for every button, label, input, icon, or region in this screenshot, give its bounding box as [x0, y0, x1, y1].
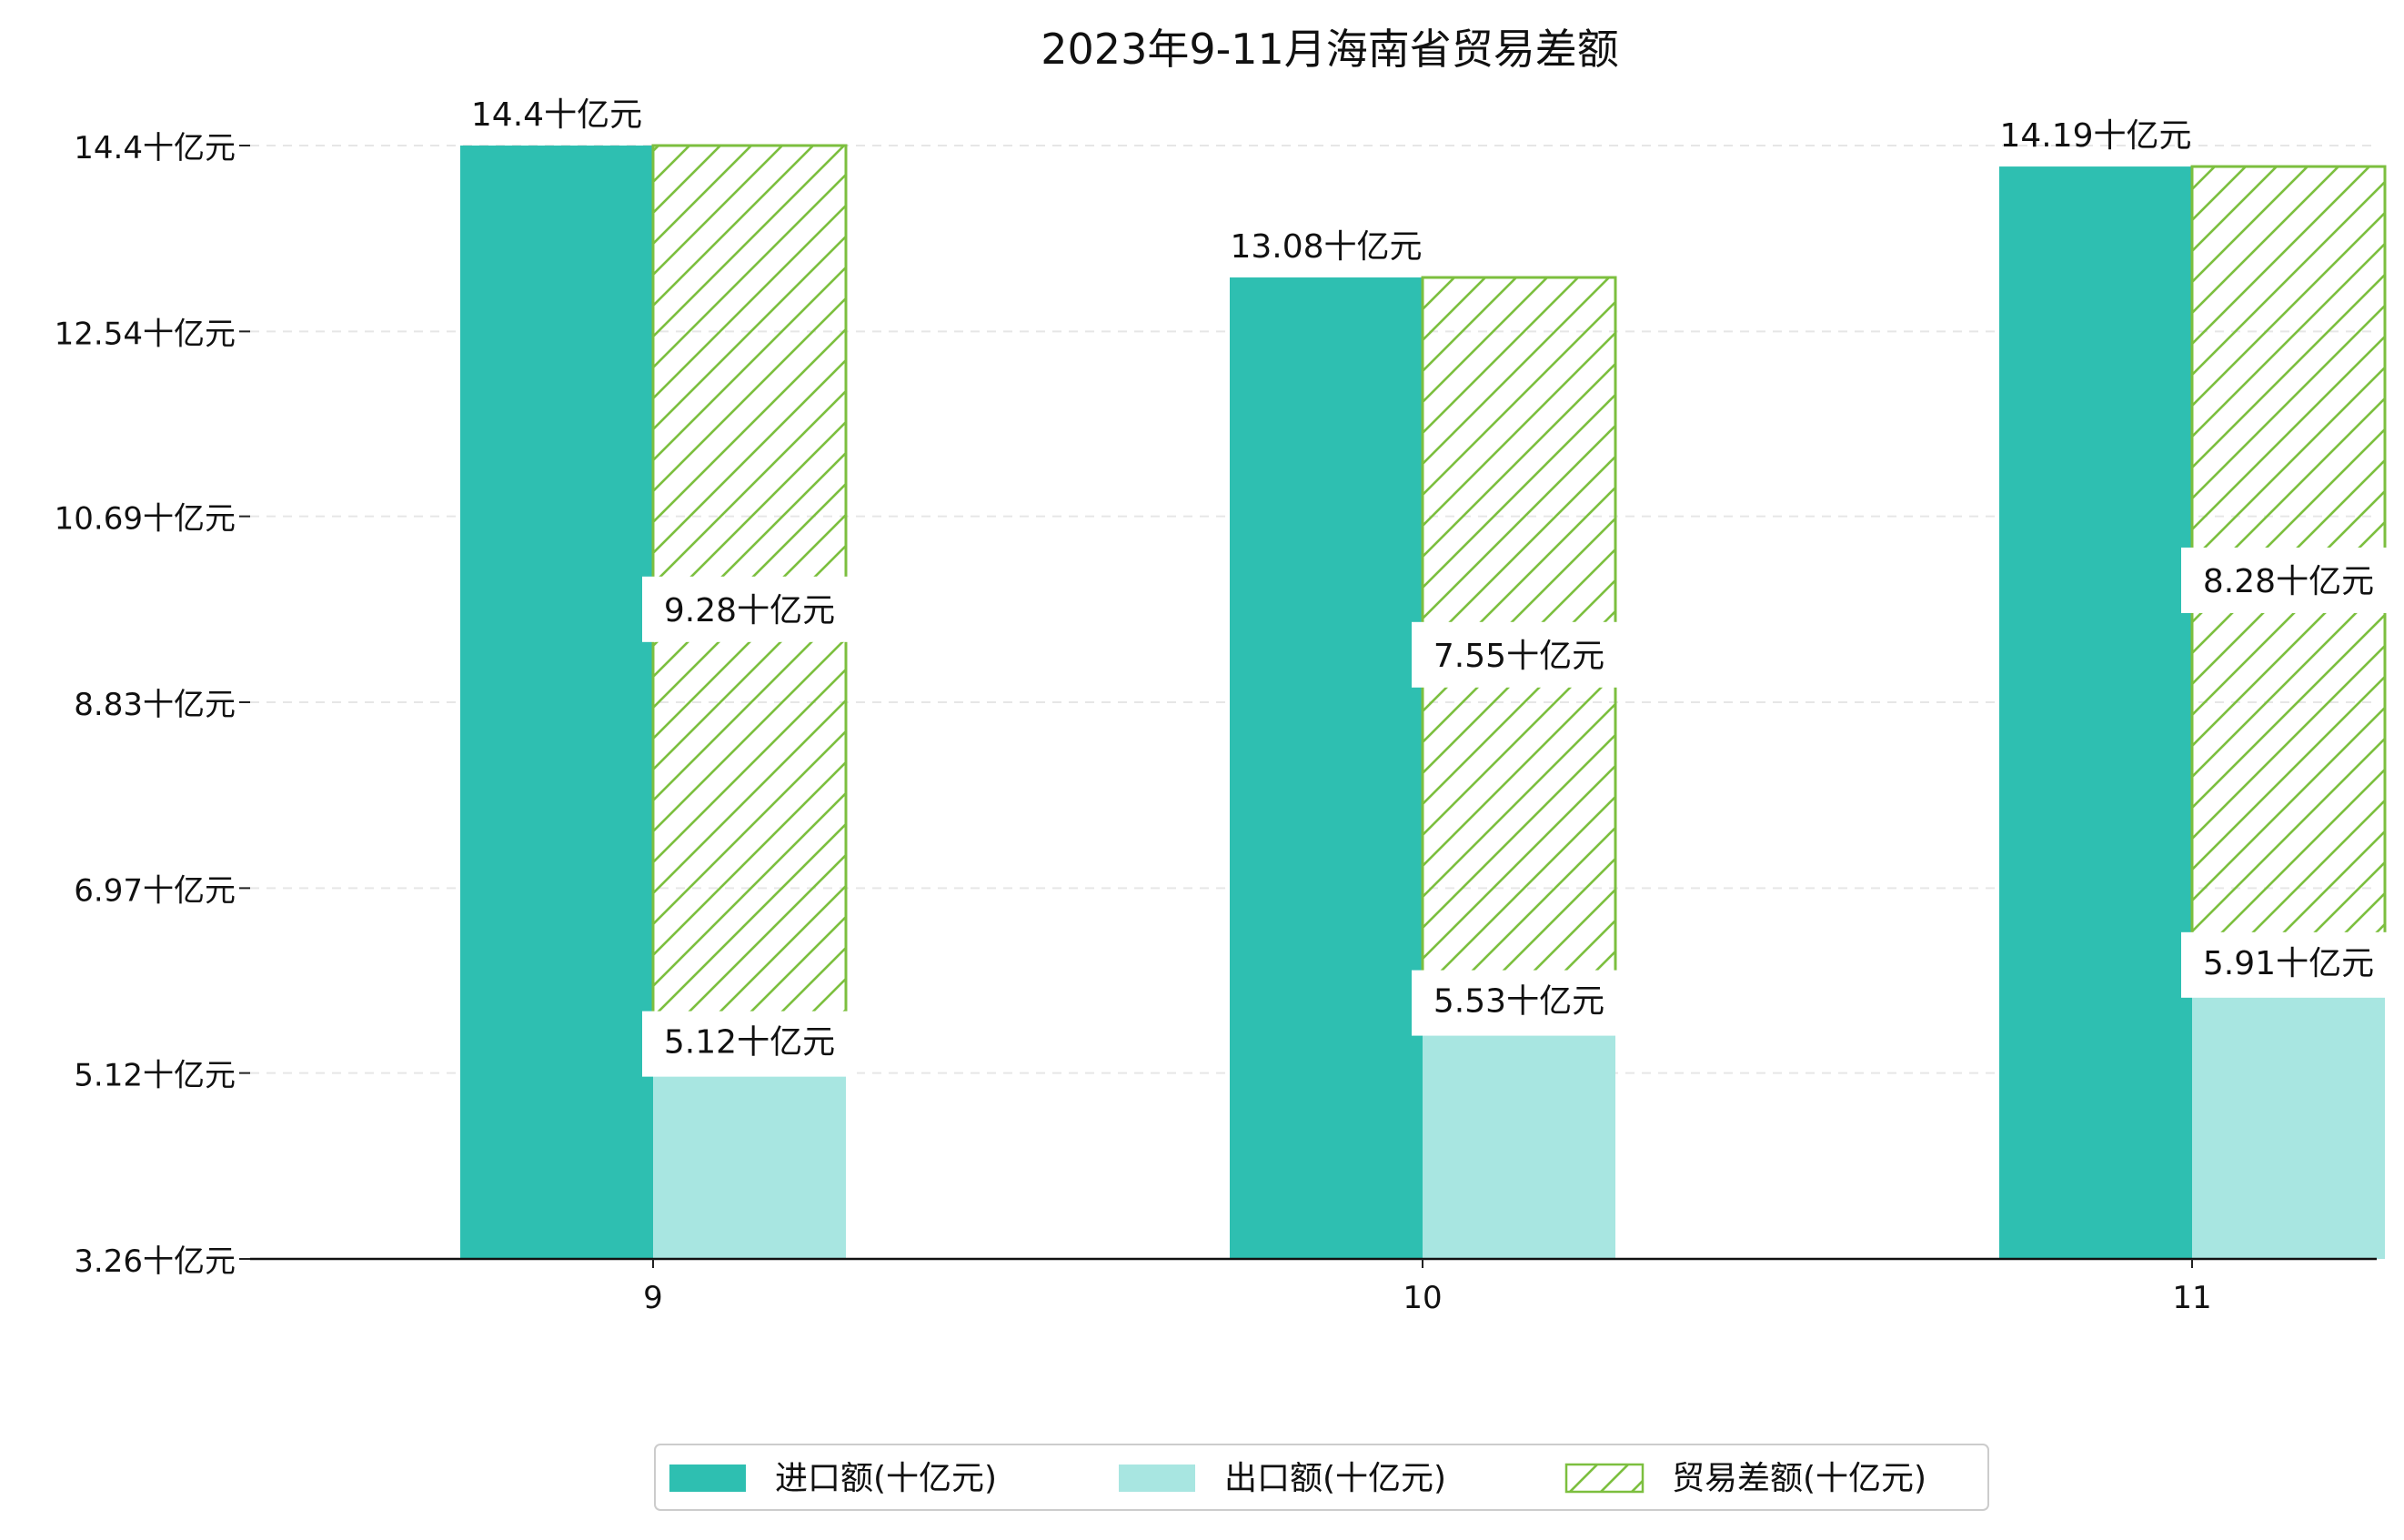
legend-swatch — [669, 1465, 746, 1492]
legend-label: 贸易差额(十亿元) — [1672, 1460, 1926, 1497]
balance-value-label: 8.28十亿元 — [2203, 563, 2374, 600]
import-value-label: 14.4十亿元 — [471, 96, 642, 134]
balance-label-bg — [642, 576, 857, 642]
legend-swatch — [1119, 1465, 1195, 1492]
export-bar — [1423, 1032, 1615, 1259]
export-value-label: 5.53十亿元 — [1433, 983, 1604, 1021]
x-tick-label: 11 — [2172, 1280, 2211, 1316]
y-tick-label: 14.4十亿元 — [74, 130, 236, 166]
export-bar — [653, 1072, 846, 1259]
balance-value-label: 9.28十亿元 — [664, 592, 835, 629]
export-value-label: 5.12十亿元 — [664, 1024, 835, 1062]
y-tick-label: 3.26十亿元 — [74, 1243, 236, 1280]
legend: 进口额(十亿元) 出口额(十亿元) 贸易差额(十亿元) — [654, 1444, 1989, 1511]
export-label-bg — [2181, 931, 2396, 998]
chart-title: 2023年9-11月海南省贸易差额 — [1041, 25, 1618, 74]
import-value-label: 14.19十亿元 — [1999, 117, 2191, 155]
data-labels: 14.4十亿元 5.12十亿元 9.28十亿元 13.08十亿元 5.53十亿元 7.55… — [471, 96, 2396, 1077]
y-tick-label: 12.54十亿元 — [55, 316, 236, 352]
y-tick-label: 10.69十亿元 — [55, 501, 236, 538]
y-tick-label: 8.83十亿元 — [74, 687, 236, 723]
legend-box — [654, 1444, 1989, 1511]
x-tick-label: 9 — [643, 1280, 663, 1316]
bars — [460, 144, 2387, 1259]
axes: 3.26十亿元 5.12十亿元 6.97十亿元 8.83十亿元 10.69十亿元 12.5… — [55, 130, 2377, 1316]
legend-swatch — [1564, 1463, 1645, 1494]
legend-label: 出口额(十亿元) — [1224, 1460, 1446, 1497]
export-label-bg — [1412, 970, 1626, 1036]
legend-label: 进口额(十亿元) — [775, 1460, 997, 1497]
export-value-label: 5.91十亿元 — [2203, 945, 2374, 982]
balance-label-bg — [2181, 547, 2396, 613]
x-tick-label: 10 — [1403, 1280, 1442, 1316]
import-bar — [1230, 277, 1423, 1259]
import-bar — [1999, 166, 2192, 1259]
export-bar — [2192, 993, 2385, 1259]
y-tick-label: 5.12十亿元 — [74, 1058, 236, 1094]
y-tick-label: 6.97十亿元 — [74, 872, 236, 909]
export-label-bg — [642, 1011, 857, 1077]
balance-value-label: 7.55十亿元 — [1433, 638, 1604, 675]
import-bar — [460, 146, 653, 1259]
import-value-label: 13.08十亿元 — [1230, 228, 1422, 266]
balance-label-bg — [1412, 621, 1626, 688]
